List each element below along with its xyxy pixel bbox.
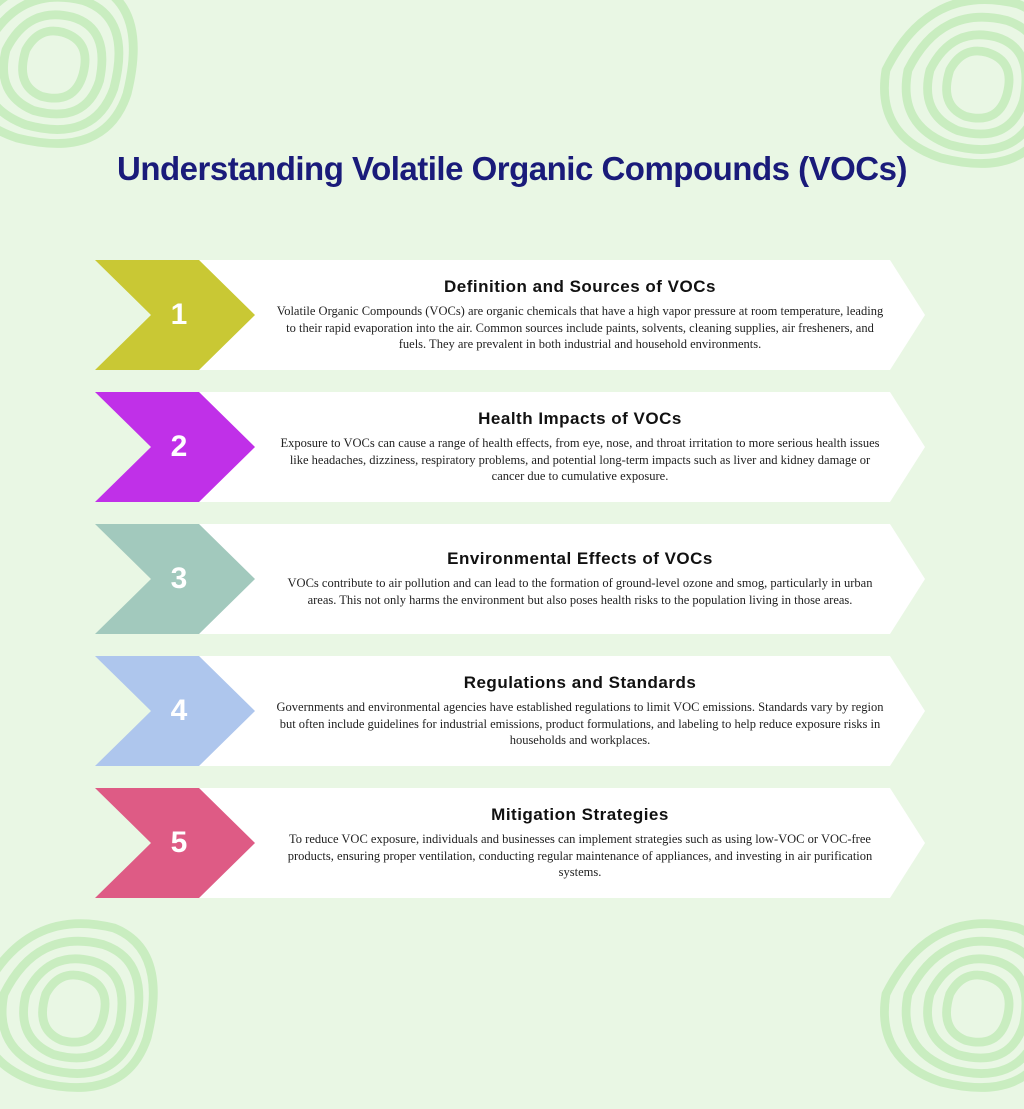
item-title: Mitigation Strategies [275,805,885,825]
item-content: Regulations and Standards Governments an… [155,656,925,766]
items-list: Definition and Sources of VOCs Volatile … [95,260,925,920]
item-body: To reduce VOC exposure, individuals and … [275,831,885,882]
item-number: 4 [171,694,188,728]
list-item: Environmental Effects of VOCs VOCs contr… [95,524,925,634]
list-item: Regulations and Standards Governments an… [95,656,925,766]
item-body: VOCs contribute to air pollution and can… [275,575,885,609]
list-item: Health Impacts of VOCs Exposure to VOCs … [95,392,925,502]
item-number: 5 [171,826,188,860]
item-content: Environmental Effects of VOCs VOCs contr… [155,524,925,634]
item-title: Environmental Effects of VOCs [275,549,885,569]
item-body: Governments and environmental agencies h… [275,699,885,750]
item-title: Health Impacts of VOCs [275,409,885,429]
list-item: Mitigation Strategies To reduce VOC expo… [95,788,925,898]
item-content: Health Impacts of VOCs Exposure to VOCs … [155,392,925,502]
list-item: Definition and Sources of VOCs Volatile … [95,260,925,370]
item-title: Regulations and Standards [275,673,885,693]
item-content: Definition and Sources of VOCs Volatile … [155,260,925,370]
item-number: 1 [171,298,188,332]
page-title: Understanding Volatile Organic Compounds… [0,150,1024,188]
item-number: 2 [171,430,188,464]
item-content: Mitigation Strategies To reduce VOC expo… [155,788,925,898]
item-body: Volatile Organic Compounds (VOCs) are or… [275,303,885,354]
item-body: Exposure to VOCs can cause a range of he… [275,435,885,486]
corner-decoration-tl [0,0,160,160]
item-title: Definition and Sources of VOCs [275,277,885,297]
item-number: 3 [171,562,188,596]
